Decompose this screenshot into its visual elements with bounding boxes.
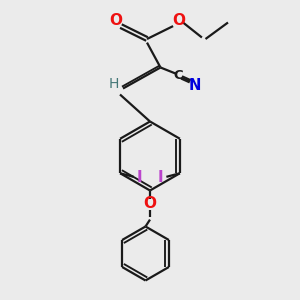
- Text: I: I: [136, 170, 142, 185]
- Text: O: O: [172, 13, 185, 28]
- Text: N: N: [188, 78, 201, 93]
- Text: I: I: [158, 170, 164, 185]
- Text: C: C: [174, 69, 183, 82]
- Text: O: O: [143, 196, 157, 211]
- Text: H: H: [109, 77, 119, 91]
- Text: O: O: [109, 13, 122, 28]
